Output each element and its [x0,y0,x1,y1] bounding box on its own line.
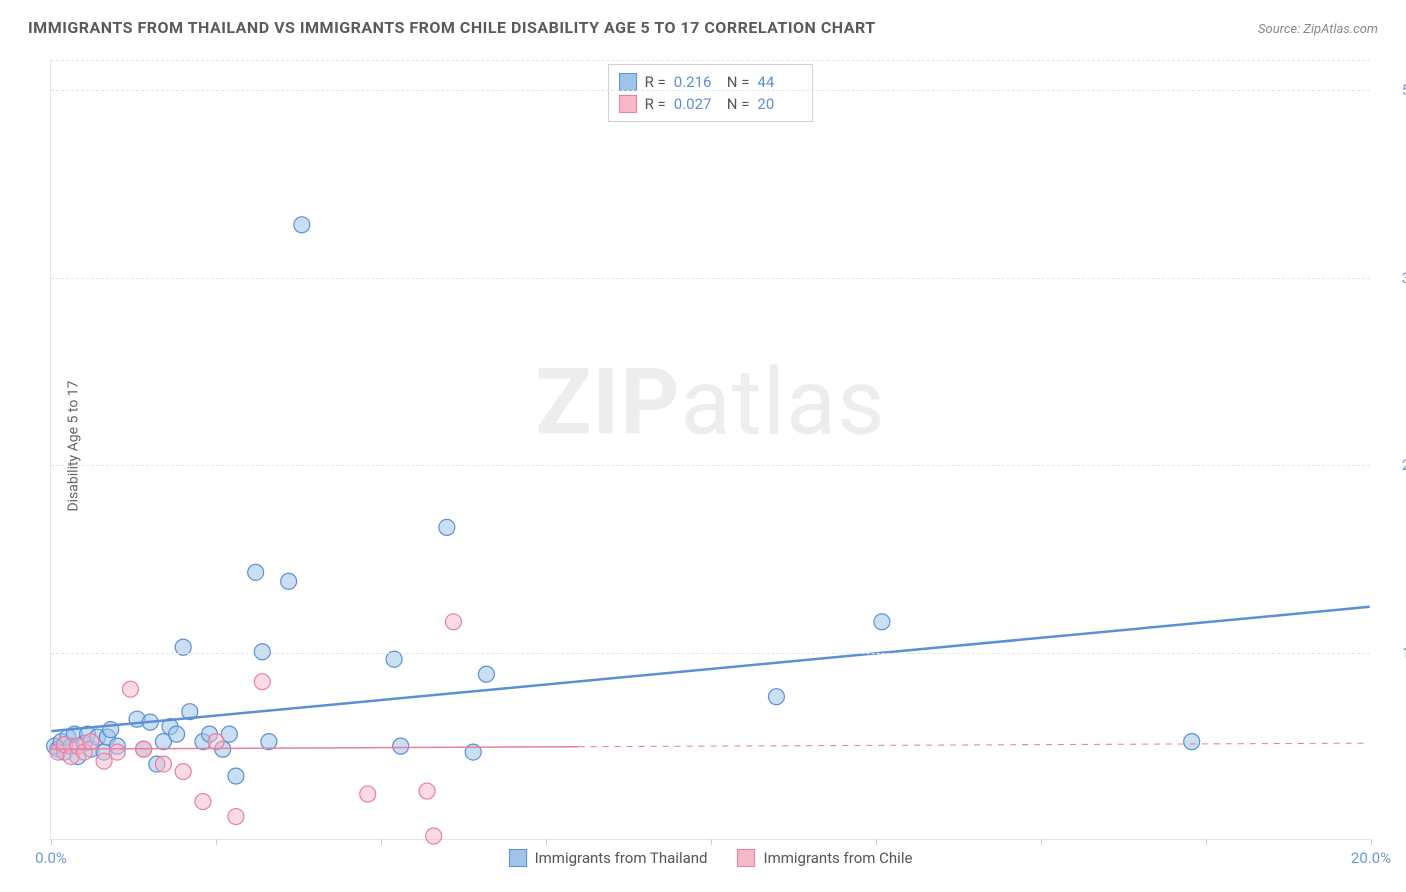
r-value-thailand: 0.216 [674,73,719,91]
correlation-legend: R = 0.216 N = 44 R = 0.027 N = 20 [608,64,814,122]
chart-area: ZIPatlas R = 0.216 N = 44 R = 0.027 N = … [50,60,1370,840]
legend-item-thailand: Immigrants from Thailand [509,849,708,867]
data-point [248,564,264,580]
xtick [711,839,712,845]
trend-line [51,607,1369,731]
data-point [261,734,277,750]
swatch-thailand [619,73,637,91]
data-point [386,651,402,667]
xtick [1206,839,1207,845]
data-point [208,734,224,750]
data-point [195,794,211,810]
data-point [169,726,185,742]
gridline [51,278,1370,279]
data-point [874,614,890,630]
series-legend: Immigrants from Thailand Immigrants from… [509,849,913,867]
xtick [1041,839,1042,845]
data-point [281,573,297,589]
data-point [228,768,244,784]
ytick-label: 25.0% [1382,456,1406,474]
chart-title: IMMIGRANTS FROM THAILAND VS IMMIGRANTS F… [28,18,876,37]
data-point [439,519,455,535]
r-label: R = [645,95,666,113]
swatch-chile [619,95,637,113]
ytick-label: 37.5% [1382,269,1406,287]
source-label: Source: ZipAtlas.com [1258,22,1378,37]
data-point [1184,734,1200,750]
data-point [360,786,376,802]
xtick [381,839,382,845]
data-point [175,764,191,780]
data-point [122,681,138,697]
data-point [109,744,125,760]
r-value-chile: 0.027 [674,95,719,113]
xtick [876,839,877,845]
data-point [419,783,435,799]
data-point [155,756,171,772]
trend-line [51,747,578,749]
ytick-label: 50.0% [1382,81,1406,99]
n-value-thailand: 44 [757,73,802,91]
plot-svg [51,60,1370,839]
gridline [51,653,1370,654]
data-point [254,674,270,690]
data-point [426,828,442,844]
xtick [1371,839,1372,845]
trend-line-dashed [579,743,1370,747]
data-point [445,614,461,630]
n-value-chile: 20 [757,95,802,113]
swatch-chile [738,849,756,867]
legend-item-chile: Immigrants from Chile [738,849,913,867]
data-point [294,217,310,233]
xtick-label: 0.0% [35,849,67,867]
data-point [478,666,494,682]
gridline [51,90,1370,91]
r-label: R = [645,73,666,91]
legend-label-chile: Immigrants from Chile [764,849,913,867]
xtick [546,839,547,845]
xtick-label: 20.0% [1351,849,1391,867]
data-point [83,734,99,750]
legend-label-thailand: Immigrants from Thailand [535,849,708,867]
legend-row-chile: R = 0.027 N = 20 [619,93,803,115]
n-label: N = [727,95,750,113]
xtick [216,839,217,845]
swatch-thailand [509,849,527,867]
ytick-label: 12.5% [1382,644,1406,662]
gridline [51,60,1370,61]
data-point [393,738,409,754]
xtick [51,839,52,845]
n-label: N = [727,73,750,91]
data-point [768,689,784,705]
gridline [51,465,1370,466]
data-point [228,809,244,825]
